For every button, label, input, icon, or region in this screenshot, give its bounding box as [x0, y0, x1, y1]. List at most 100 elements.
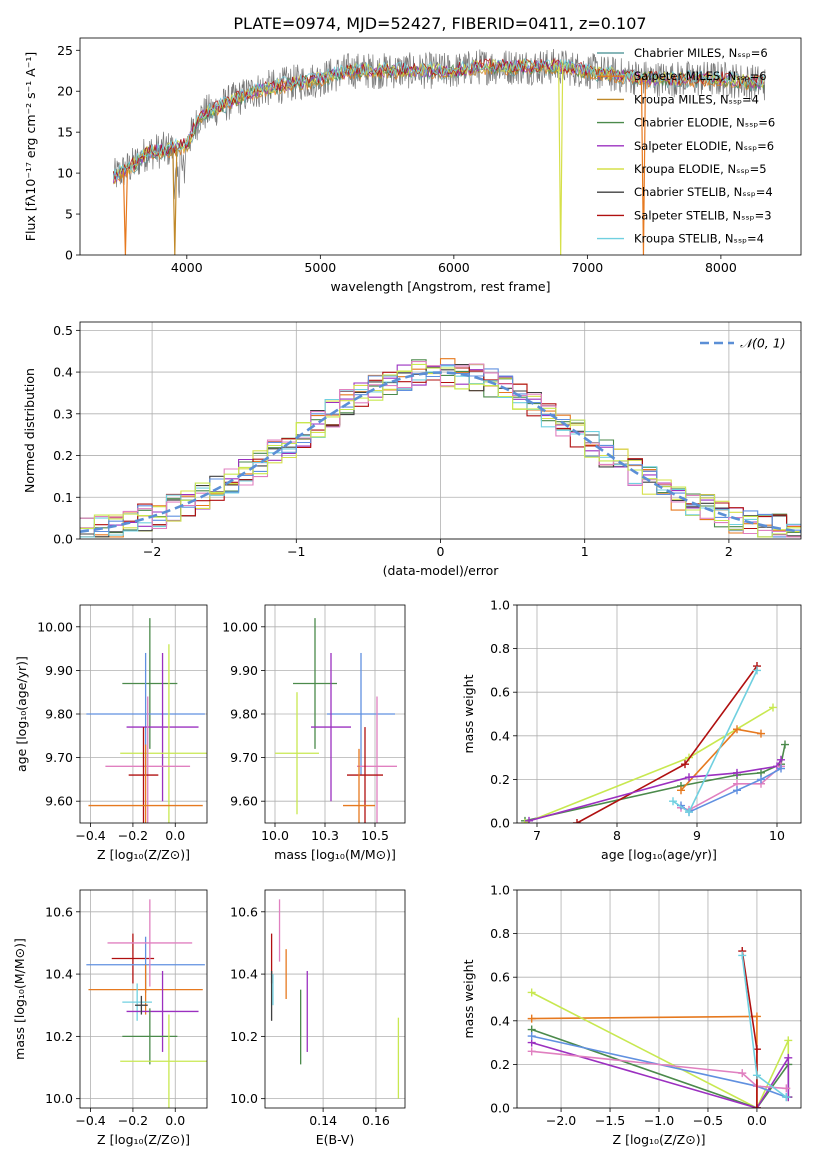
y-tick-label: 10.6	[230, 904, 258, 919]
y-tick-label: 0.5	[53, 323, 73, 338]
x-tick-label: 0.14	[309, 1113, 337, 1128]
y-axis-label: Normed distribution	[22, 368, 37, 493]
series-marker	[752, 1104, 761, 1108]
panel-age-vs-mass: 10.0 10.3 10.5 9.60 9.70 9.80 9.90 10.00 mass [l…	[222, 604, 406, 862]
panel-residuals: −2 −1 0 1 2 0.0 0.1 0.2 0.3 0.4 0.5 (data-model)/er…	[22, 321, 802, 578]
x-axis-label: Z [log₁₀(Z/Z⊙)]	[97, 847, 190, 862]
legend-label: Salpeter MILES, Nₛₛₚ=6	[634, 69, 767, 83]
series-marker	[527, 1032, 536, 1041]
y-tick-label: 10	[57, 166, 73, 181]
plot-area	[86, 618, 207, 823]
y-tick-label: 0.4	[53, 365, 73, 380]
x-tick-label: 8000	[705, 260, 737, 275]
x-tick-label: 1	[581, 544, 589, 559]
x-tick-label: −2.0	[546, 1113, 576, 1128]
legend-label: Kroupa STELIB, Nₛₛₚ=4	[634, 232, 764, 246]
x-tick-label: 6000	[438, 260, 470, 275]
y-tick-label: 0.2	[490, 1057, 510, 1072]
x-tick-label: 7	[533, 828, 541, 843]
series-marker	[685, 808, 693, 817]
series-marker	[782, 1093, 791, 1102]
spectrum-dip	[640, 77, 647, 255]
y-tick-label: 9.80	[230, 707, 258, 722]
plot-area	[527, 947, 793, 1108]
errorbar	[311, 652, 351, 802]
errorbar	[111, 933, 155, 984]
series-marker	[685, 773, 693, 782]
y-axis-label: age [log₁₀(age/yr)]	[14, 656, 29, 772]
legend-label: Chabrier STELIB, Nₛₛₚ=4	[634, 185, 773, 199]
series-marker	[669, 797, 677, 806]
y-tick-label: 0.0	[53, 532, 73, 547]
figure-title: PLATE=0974, MJD=52427, FIBERID=0411, z=0…	[233, 14, 646, 33]
errorbar	[107, 899, 193, 987]
series-marker	[681, 760, 689, 769]
errorbar	[126, 970, 199, 1052]
x-tick-label: 0	[437, 544, 445, 559]
legend: 𝒩(0, 1)	[700, 336, 786, 351]
spectrum-dip	[172, 148, 178, 255]
panel-age-vs-Z: −0.4 −0.2 0.0 9.60 9.70 9.80 9.90 10.00 Z [log₁₀…	[14, 604, 208, 862]
legend: Chabrier MILES, Nₛₛₚ=6 Salpeter MILES, Nₛ…	[597, 46, 775, 246]
series-marker	[527, 1047, 536, 1056]
axes-frame	[516, 604, 802, 824]
x-axis-label: (data-model)/error	[383, 563, 500, 578]
axes-frame	[264, 604, 406, 824]
y-tick-label: 0	[65, 248, 73, 263]
legend-label: Kroupa MILES, Nₛₛₚ=4	[634, 92, 759, 106]
errorbar	[122, 983, 152, 1021]
y-tick-label: 10.2	[230, 1029, 258, 1044]
x-tick-label: 10.3	[311, 828, 339, 843]
series-marker	[573, 819, 581, 823]
y-tick-label: 0.4	[490, 728, 510, 743]
y-tick-label: 0.0	[490, 816, 510, 831]
series-marker	[753, 666, 761, 675]
axes-frame	[79, 604, 208, 824]
y-tick-label: 0.3	[53, 406, 73, 421]
panel-mass-weight-vs-Z: −2.0 −1.5 −1.0 −0.5 0.0 0.0 0.2 0.4 0.6 0.8 1.0 Z […	[461, 883, 802, 1147]
series-marker	[781, 740, 789, 749]
y-axis-label: mass weight	[461, 959, 476, 1038]
y-tick-label: 1.0	[490, 883, 510, 898]
histogram-step	[80, 363, 801, 538]
series-marker	[733, 786, 741, 795]
y-tick-label: 25	[57, 43, 73, 58]
series-marker	[733, 725, 741, 734]
series-line	[531, 1041, 790, 1108]
series-line	[531, 1028, 790, 1108]
x-tick-label: 4000	[171, 260, 203, 275]
legend-label: Salpeter STELIB, Nₛₛₚ=3	[634, 208, 772, 222]
errorbar	[128, 727, 159, 823]
x-tick-label: 10.5	[361, 828, 389, 843]
y-tick-label: 0.0	[490, 1101, 510, 1116]
y-axis-label: mass weight	[461, 674, 476, 753]
y-tick-label: 0.6	[490, 970, 510, 985]
errorbar	[88, 744, 203, 823]
histogram-step	[80, 363, 801, 538]
model-spectrum-line	[113, 57, 765, 181]
y-tick-label: 0.8	[490, 926, 510, 941]
errorbar	[120, 1014, 207, 1108]
plot-area	[113, 48, 766, 255]
y-tick-label: 9.80	[45, 707, 73, 722]
y-axis-label: mass [log₁₀(M/M⊙)]	[12, 938, 27, 1060]
x-tick-label: 0.0	[165, 1113, 185, 1128]
legend-label: Salpeter ELODIE, Nₛₛₚ=6	[634, 139, 774, 153]
x-tick-label: 8	[613, 828, 621, 843]
x-tick-label: −2	[143, 544, 161, 559]
y-tick-label: 0.6	[490, 685, 510, 700]
plot-area	[80, 358, 801, 538]
y-tick-label: 9.70	[230, 750, 258, 765]
axes-frame	[79, 321, 802, 540]
errorbar	[275, 692, 319, 815]
series-marker	[784, 1053, 793, 1062]
y-tick-label: 10.6	[45, 904, 73, 919]
errorbar	[120, 644, 207, 823]
legend-label: 𝒩(0, 1)	[740, 336, 786, 351]
panel-mass-weight-vs-age: 7 8 9 10 0.0 0.2 0.4 0.6 0.8 1.0 age [log₁₀(age/yr…	[461, 598, 802, 862]
x-tick-label: 10.0	[261, 828, 289, 843]
x-tick-label: 10	[769, 828, 785, 843]
x-tick-label: 9	[693, 828, 701, 843]
x-tick-label: 0.0	[747, 1113, 767, 1128]
